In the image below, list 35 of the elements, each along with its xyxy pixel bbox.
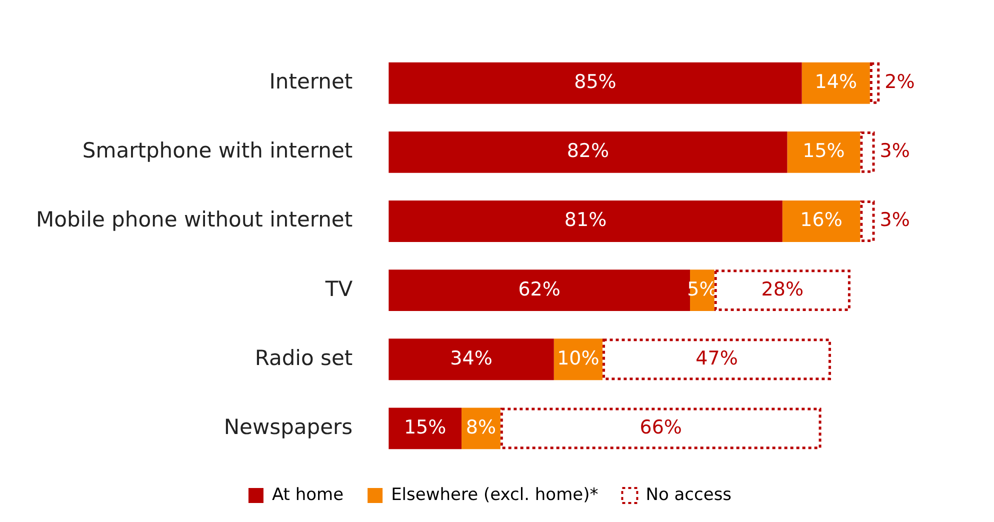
data-label: 3%	[880, 209, 910, 232]
data-label: 3%	[880, 140, 910, 162]
data-label: 28%	[761, 278, 804, 300]
bar	[388, 270, 690, 312]
data-label: 15%	[802, 140, 845, 162]
data-label: 16%	[800, 209, 842, 232]
y-tick-label: TV	[324, 276, 354, 301]
y-tick-label: Newspapers	[224, 414, 353, 439]
data-label: 14%	[814, 71, 857, 94]
bar	[787, 131, 860, 173]
bar	[782, 200, 860, 242]
y-tick-label: Smartphone with internet	[82, 138, 353, 163]
bar	[388, 131, 788, 173]
bar	[388, 200, 782, 242]
data-label: 8%	[466, 416, 496, 438]
y-tick-label: Radio set	[254, 346, 353, 370]
bar	[388, 338, 554, 380]
data-label: 2%	[884, 71, 915, 94]
legend-label: No access	[646, 484, 732, 505]
legend-label: At home	[272, 484, 344, 505]
data-label: 62%	[518, 278, 560, 300]
bar	[388, 62, 802, 104]
data-label: 66%	[640, 416, 682, 438]
data-label: 10%	[557, 347, 600, 370]
y-tick-label: Mobile phone without internet	[36, 208, 353, 232]
data-label: 85%	[574, 71, 616, 94]
bar	[388, 408, 462, 450]
data-label: 81%	[564, 209, 607, 232]
data-label: 82%	[566, 140, 610, 162]
data-label: 34%	[450, 347, 492, 370]
data-label: 15%	[404, 416, 446, 438]
data-label: 47%	[696, 347, 738, 370]
bar	[802, 62, 870, 104]
y-tick-label: Internet	[269, 70, 353, 94]
legend-label: Elsewhere (excl. home)*	[391, 484, 598, 505]
